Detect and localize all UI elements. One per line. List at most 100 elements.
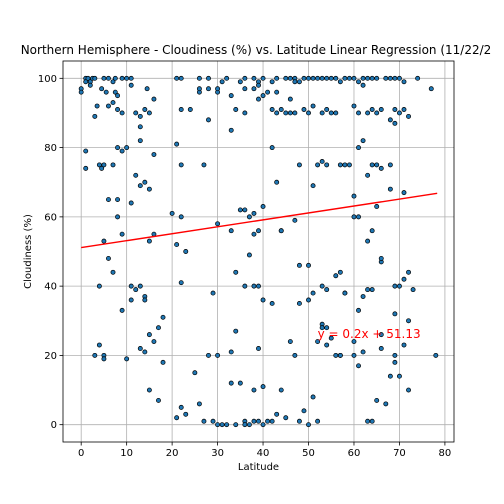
data-point (392, 359, 398, 365)
data-point (406, 269, 411, 275)
data-point (119, 110, 125, 116)
data-point (360, 82, 366, 88)
y-tick-label: 40 (44, 282, 57, 293)
data-point (319, 325, 325, 331)
x-tick-label: 30 (211, 448, 224, 459)
data-point (137, 346, 143, 351)
data-point (128, 82, 134, 88)
data-point (287, 110, 293, 116)
data-point (360, 294, 366, 299)
data-point (274, 75, 280, 81)
data-point (342, 290, 348, 296)
data-point (219, 422, 225, 428)
data-point (124, 145, 130, 151)
data-point (206, 117, 211, 123)
data-point (146, 186, 152, 192)
data-point (410, 287, 416, 293)
data-point (233, 107, 239, 112)
data-point (242, 110, 248, 116)
data-point (342, 162, 348, 168)
x-tick-label: 0 (78, 448, 84, 459)
data-point (110, 269, 116, 275)
data-point (128, 75, 134, 81)
data-point (265, 418, 271, 424)
data-point (369, 287, 375, 293)
data-point (315, 418, 321, 424)
data-point (119, 307, 125, 313)
data-point (310, 183, 316, 189)
data-point (378, 255, 384, 261)
data-point (156, 397, 161, 403)
data-point (265, 89, 271, 95)
data-point (369, 75, 375, 81)
data-point (392, 283, 398, 289)
data-point (115, 197, 121, 202)
y-tick-label: 100 (38, 74, 57, 85)
data-point (178, 75, 184, 81)
data-point (92, 113, 98, 119)
data-point (310, 103, 316, 109)
grid-lines (63, 61, 454, 442)
data-point (251, 75, 257, 81)
data-point (406, 318, 411, 324)
data-point (224, 422, 230, 428)
data-point (365, 238, 371, 244)
data-point (351, 75, 357, 81)
data-point (369, 228, 375, 234)
data-point (401, 276, 407, 282)
data-point (283, 75, 289, 81)
data-point (310, 394, 316, 400)
data-point (133, 287, 139, 293)
data-point (178, 214, 184, 220)
data-point (187, 107, 193, 112)
data-point (315, 75, 321, 81)
data-point (319, 283, 325, 289)
data-point (269, 301, 275, 306)
data-point (242, 207, 248, 213)
data-point (433, 352, 439, 358)
data-point (324, 75, 330, 81)
y-tick-label: 80 (44, 143, 57, 154)
data-point (251, 231, 257, 237)
data-point (101, 356, 107, 362)
data-point (319, 110, 325, 116)
data-point (278, 228, 284, 234)
data-point (378, 165, 384, 171)
data-point (183, 411, 189, 417)
data-point (151, 152, 157, 157)
data-point (296, 418, 302, 424)
data-point (92, 75, 98, 81)
data-point (356, 214, 361, 220)
data-point (201, 162, 207, 168)
data-point (174, 242, 180, 248)
y-axis-ticks: 0 20 40 60 80 100 (38, 74, 63, 431)
data-point (251, 210, 257, 216)
data-point (260, 297, 266, 303)
data-point (392, 120, 398, 126)
data-point (392, 311, 398, 317)
data-point (142, 297, 148, 303)
data-point (146, 387, 152, 393)
data-point (124, 75, 130, 81)
data-point (356, 145, 361, 151)
data-point (178, 107, 184, 112)
data-point (296, 262, 302, 268)
data-point (328, 110, 334, 116)
data-point (115, 214, 121, 220)
regression-line (81, 192, 438, 249)
x-tick-label: 20 (166, 448, 179, 459)
data-point (233, 328, 239, 334)
data-point (110, 162, 116, 168)
data-point (392, 75, 398, 81)
data-point (333, 352, 339, 358)
data-point (228, 127, 234, 133)
data-point (356, 307, 361, 313)
data-point (328, 335, 334, 341)
data-point (192, 370, 198, 376)
chart-title: Northern Hemisphere - Cloudiness (%) vs.… (21, 43, 492, 57)
data-point (224, 75, 230, 81)
data-point (242, 283, 248, 289)
data-point (201, 418, 207, 424)
data-point (251, 283, 257, 289)
